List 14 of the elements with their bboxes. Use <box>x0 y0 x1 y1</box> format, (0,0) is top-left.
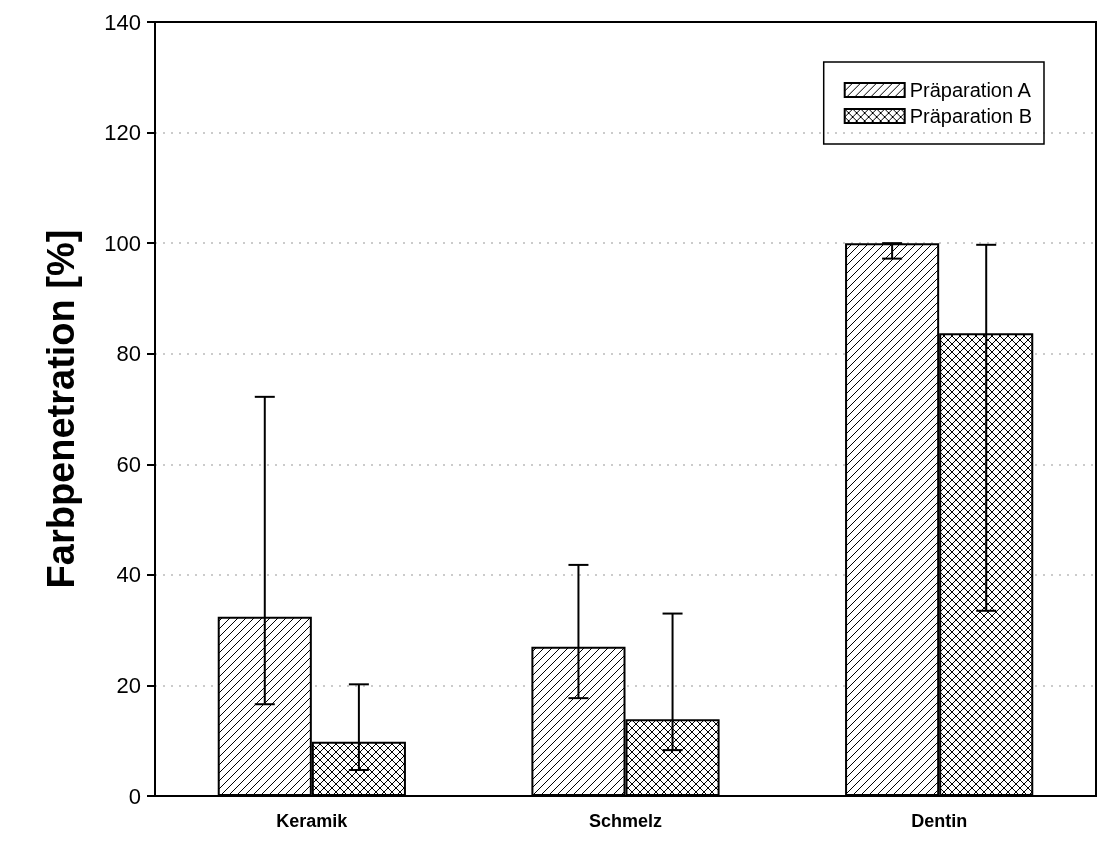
y-tick-label: 60 <box>116 451 141 477</box>
y-tick-label: 0 <box>128 783 141 809</box>
y-tick-label: 80 <box>116 341 141 367</box>
y-tick-label: 100 <box>104 230 141 256</box>
y-axis-title: Farbpenetration [%] <box>40 229 82 589</box>
y-tick-label: 140 <box>104 9 141 35</box>
x-tick-label: Schmelz <box>588 811 663 831</box>
legend-label: Präparation A <box>909 79 1032 101</box>
y-tick-label: 120 <box>104 120 141 146</box>
x-tick-label: Keramik <box>276 811 349 831</box>
legend-label: Präparation B <box>909 105 1032 127</box>
y-tick-label: 40 <box>116 562 141 588</box>
x-tick-label: Dentin <box>911 811 968 831</box>
y-tick-label: 20 <box>116 672 141 698</box>
